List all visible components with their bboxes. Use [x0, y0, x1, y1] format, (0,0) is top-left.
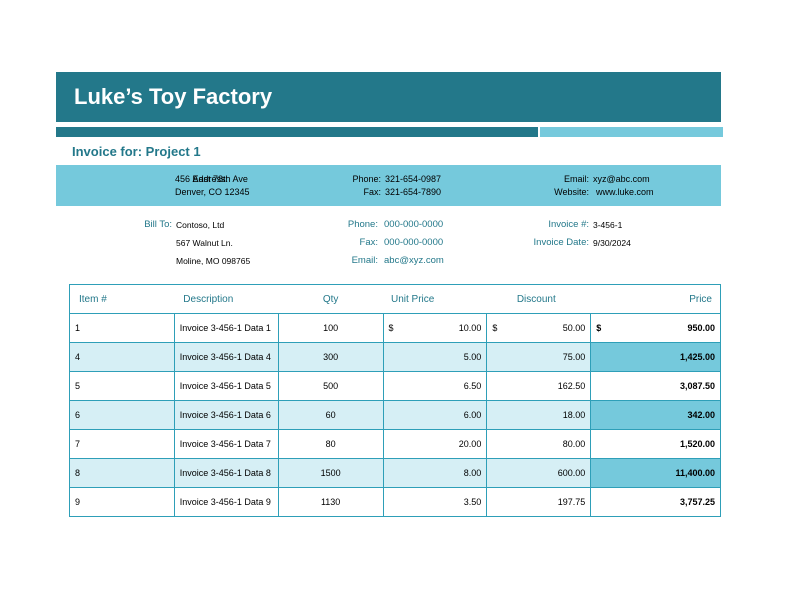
table-row: 7 Invoice 3-456-1 Data 7 80 20.00 80.00 … [69, 429, 721, 459]
item-price: $950.00 [590, 313, 721, 343]
address-line2: Denver, CO 12345 [175, 187, 250, 197]
fax-label: Fax: [363, 187, 381, 197]
bill-to-city: Moline, MO 098765 [176, 256, 251, 266]
table-row: 4 Invoice 3-456-1 Data 4 300 5.00 75.00 … [69, 342, 721, 372]
invoice-number: 3-456-1 [593, 220, 623, 230]
header-qty: Qty [278, 284, 383, 314]
phone-label: Phone: [352, 174, 381, 184]
invoice-date-label: Invoice Date: [533, 237, 589, 248]
bill-email: abc@xyz.com [384, 255, 444, 266]
company-fax: 321-654-7890 [385, 187, 442, 197]
item-unit-price: $10.00 [382, 313, 488, 343]
header-item: Item # [69, 284, 175, 314]
item-discount: 197.75 [486, 487, 592, 517]
header-discount: Discount [486, 284, 591, 314]
item-qty: 1500 [277, 458, 384, 488]
item-unit-price: 3.50 [382, 487, 488, 517]
item-price: 1,520.00 [590, 429, 721, 459]
header-price: Price [590, 284, 721, 314]
item-qty: 1130 [277, 487, 384, 517]
table-row: 6 Invoice 3-456-1 Data 6 60 6.00 18.00 3… [69, 400, 721, 430]
company-name: Luke’s Toy Factory [74, 84, 273, 109]
header-bar: Luke’s Toy Factory [56, 72, 721, 122]
item-qty: 60 [277, 400, 384, 430]
item-discount: 162.50 [486, 371, 592, 401]
table-row: 5 Invoice 3-456-1 Data 5 500 6.50 162.50… [69, 371, 721, 401]
item-price: 3,087.50 [590, 371, 721, 401]
discount-value: 50.00 [562, 323, 586, 333]
item-number: 5 [69, 371, 175, 401]
item-discount: 80.00 [486, 429, 592, 459]
item-price: 1,425.00 [590, 342, 721, 372]
currency-symbol: $ [388, 323, 394, 333]
address-line1: 456 East 78th Ave [175, 174, 248, 184]
item-description: Invoice 3-456-1 Data 5 [173, 371, 279, 401]
invoice-for-title: Invoice for: Project 1 [72, 144, 201, 159]
item-description: Invoice 3-456-1 Data 4 [173, 342, 279, 372]
company-phone: 321-654-0987 [385, 174, 442, 184]
item-number: 4 [69, 342, 175, 372]
item-qty: 500 [277, 371, 384, 401]
table-row: 9 Invoice 3-456-1 Data 9 1130 3.50 197.7… [69, 487, 721, 517]
table-row: 1 Invoice 3-456-1 Data 1 100 $10.00 $50.… [69, 313, 721, 343]
invoice-number-label: Invoice #: [548, 219, 589, 230]
item-discount: 600.00 [486, 458, 592, 488]
address-label: Address: [192, 174, 228, 184]
item-number: 7 [69, 429, 175, 459]
bill-email-label: Email: [351, 255, 378, 266]
item-unit-price: 20.00 [382, 429, 488, 459]
bill-fax-label: Fax: [359, 237, 378, 248]
line-items-table: Item # Description Qty Unit Price Discou… [69, 284, 721, 517]
currency-symbol: $ [492, 323, 498, 333]
header-rule-dark [56, 127, 538, 137]
unit-price-value: 10.00 [458, 323, 482, 333]
item-unit-price: 6.00 [382, 400, 488, 430]
item-qty: 80 [277, 429, 384, 459]
price-value: 950.00 [687, 323, 715, 333]
company-info-band: Address: 456 East 78th Ave Denver, CO 12… [56, 165, 721, 206]
company-website: www.luke.com [596, 187, 654, 197]
header-unit-price: Unit Price [383, 284, 487, 314]
item-number: 1 [69, 313, 175, 343]
bill-fax: 000-000-0000 [384, 237, 444, 248]
item-description: Invoice 3-456-1 Data 9 [173, 487, 279, 517]
item-discount: 18.00 [486, 400, 592, 430]
item-price: 11,400.00 [590, 458, 721, 488]
item-description: Invoice 3-456-1 Data 1 [173, 313, 279, 343]
item-price: 342.00 [590, 400, 721, 430]
bill-to-name: Contoso, Ltd [176, 220, 225, 230]
website-label: Website: [554, 187, 589, 197]
currency-symbol: $ [596, 323, 602, 333]
invoice-date: 9/30/2024 [593, 238, 631, 248]
table-header-row: Item # Description Qty Unit Price Discou… [69, 284, 721, 314]
table-row: 8 Invoice 3-456-1 Data 8 1500 8.00 600.0… [69, 458, 721, 488]
item-qty: 100 [277, 313, 384, 343]
header-description: Description [174, 284, 279, 314]
email-label: Email: [563, 174, 589, 184]
bill-to-street: 567 Walnut Ln. [176, 238, 233, 248]
item-price: 3,757.25 [590, 487, 721, 517]
item-number: 6 [69, 400, 175, 430]
company-email: xyz@abc.com [593, 174, 650, 184]
item-description: Invoice 3-456-1 Data 7 [173, 429, 279, 459]
item-description: Invoice 3-456-1 Data 8 [173, 458, 279, 488]
item-unit-price: 5.00 [382, 342, 488, 372]
item-description: Invoice 3-456-1 Data 6 [173, 400, 279, 430]
header-rule-light [540, 127, 723, 137]
item-unit-price: 8.00 [382, 458, 488, 488]
item-discount: $50.00 [486, 313, 592, 343]
item-number: 9 [69, 487, 175, 517]
bill-to-label: Bill To: [144, 219, 172, 230]
bill-phone: 000-000-0000 [384, 219, 444, 230]
item-unit-price: 6.50 [382, 371, 488, 401]
item-number: 8 [69, 458, 175, 488]
item-qty: 300 [277, 342, 384, 372]
item-discount: 75.00 [486, 342, 592, 372]
bill-phone-label: Phone: [347, 219, 378, 230]
